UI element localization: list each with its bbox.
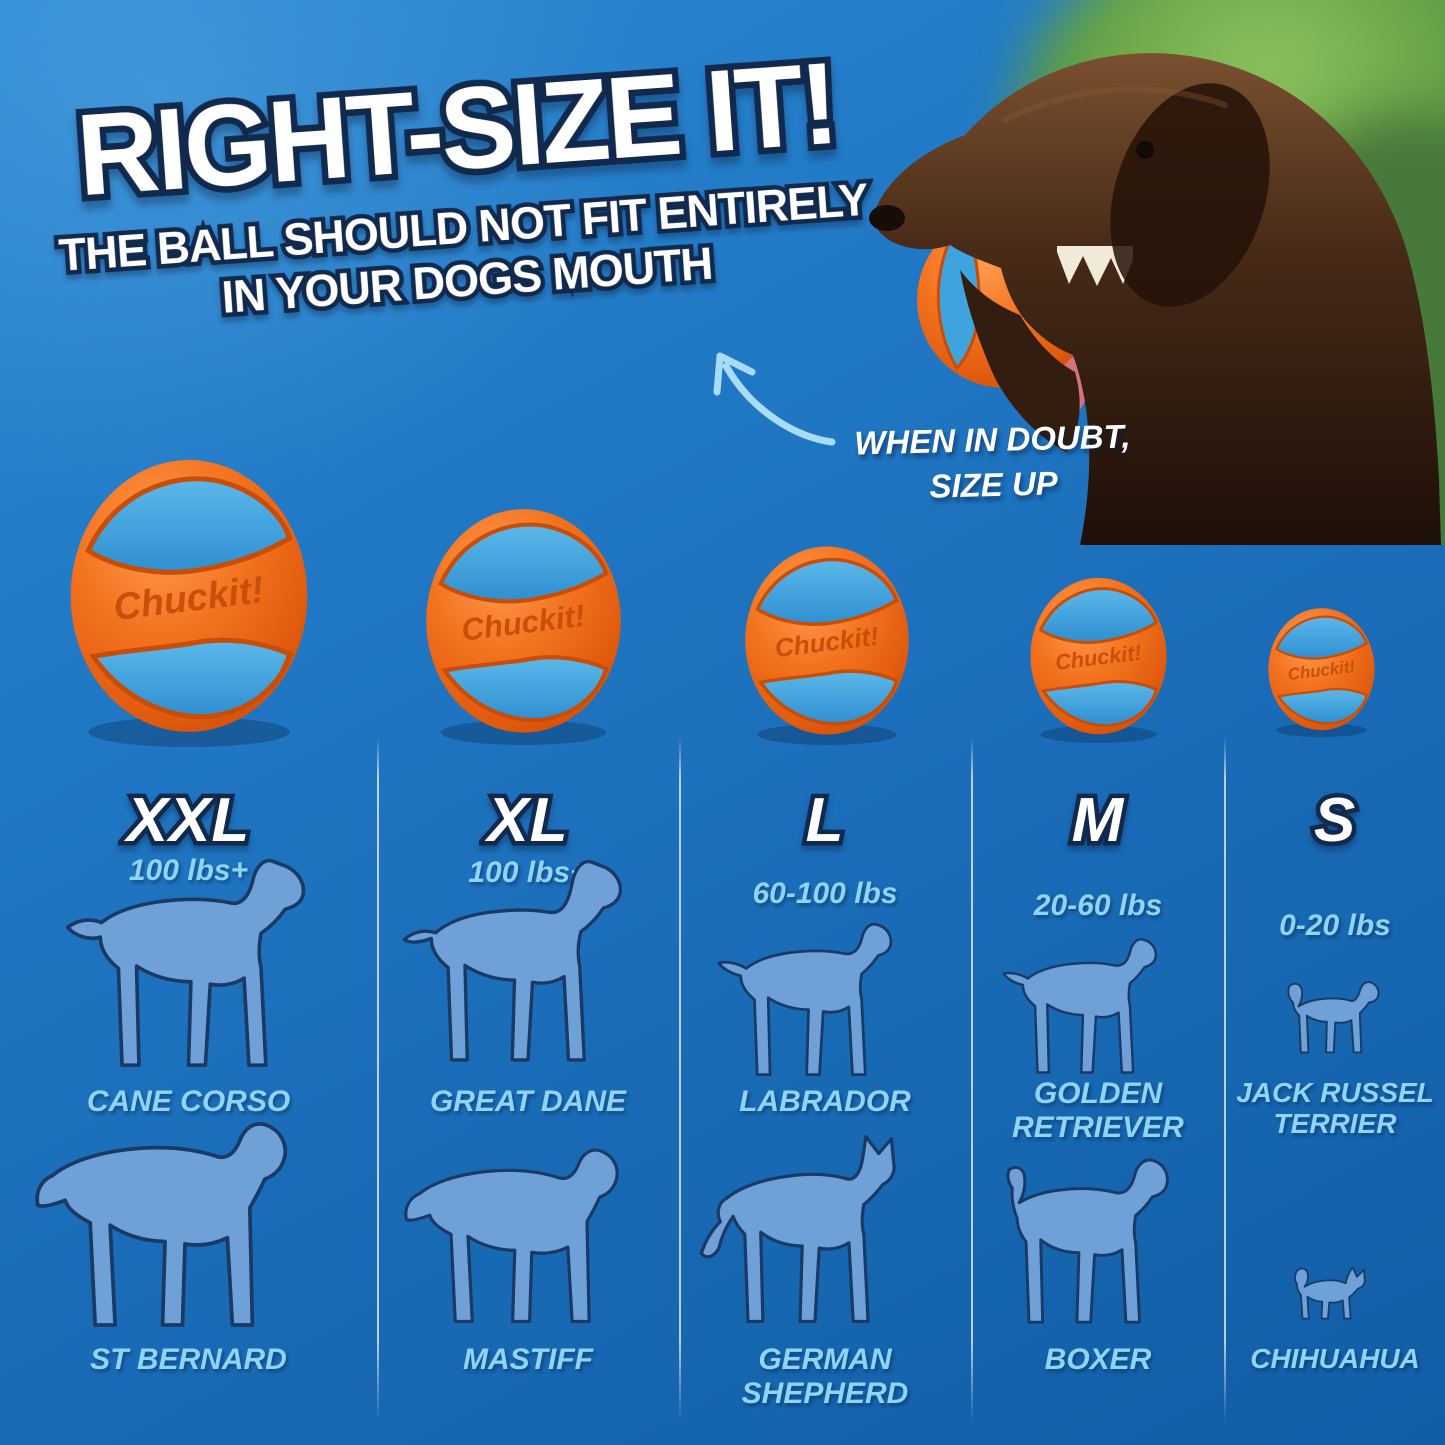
cane-corso-silhouette bbox=[65, 858, 306, 1067]
breed-name: BOXER bbox=[1044, 1343, 1152, 1376]
dog-nose bbox=[869, 205, 905, 231]
breed-name: LABRADOR bbox=[739, 1085, 911, 1118]
ball-m: Chuckit! bbox=[1028, 576, 1169, 743]
curved-arrow-icon bbox=[713, 352, 836, 446]
weight-range: 0-20 lbs bbox=[1279, 909, 1391, 942]
boxer-silhouette bbox=[1006, 1158, 1169, 1324]
great-dane-silhouette bbox=[402, 859, 623, 1062]
weight-range: 100 lbs+ bbox=[468, 856, 588, 889]
labrador-silhouette bbox=[717, 922, 893, 1077]
chihuahua-silhouette bbox=[1294, 1266, 1366, 1320]
column-divider bbox=[1224, 737, 1226, 1422]
fur-highlight bbox=[1002, 86, 1228, 123]
size-label-xxl: XXL bbox=[122, 782, 254, 860]
size-label-m: M bbox=[1067, 782, 1128, 860]
dog-lower-jaw bbox=[960, 270, 1080, 452]
breed-name: MASTIFF bbox=[463, 1343, 593, 1376]
note-line-1: WHEN IN DOUBT, bbox=[853, 417, 1131, 462]
ball-xl: Chuckit! bbox=[420, 505, 627, 745]
jack-russel-silhouette bbox=[1287, 981, 1380, 1054]
size-column-s: S 0-20 lbs JACK RUSSEL TERRIER CHIHUAHUA bbox=[1225, 737, 1445, 1445]
breed-name: ST BERNARD bbox=[90, 1343, 287, 1376]
ball-xxl: Chuckit! bbox=[63, 455, 315, 747]
size-column-m: M 20-60 lbs GOLDEN RETRIEVER BOXER bbox=[971, 737, 1225, 1445]
size-label-xl: XL bbox=[483, 782, 572, 860]
german-shepherd-silhouette bbox=[699, 1134, 896, 1324]
breed-name: GOLDEN RETRIEVER bbox=[1012, 1077, 1184, 1144]
dog-teeth bbox=[1057, 246, 1133, 286]
column-divider bbox=[971, 737, 973, 1422]
breed-name: CANE CORSO bbox=[86, 1085, 291, 1118]
headline-block: RIGHT-SIZE IT! THE BALL SHOULD NOT FIT E… bbox=[31, 31, 890, 336]
breed-name: GERMAN SHEPHERD bbox=[741, 1343, 909, 1410]
size-guide-columns: XXL 100 lbs+ CANE CORSO ST BERNARD XL 10… bbox=[0, 737, 1445, 1445]
note-line-2: SIZE UP bbox=[928, 463, 1059, 505]
weight-range: 20-60 lbs bbox=[1033, 889, 1163, 922]
size-label-s: S bbox=[1309, 782, 1359, 860]
ball-l: Chuckit! bbox=[743, 544, 911, 745]
size-column-l: L 60-100 lbs LABRADOR GERMAN SHEPHERD bbox=[679, 737, 971, 1445]
breed-name: GREAT DANE bbox=[429, 1085, 627, 1118]
size-up-note: WHEN IN DOUBT, SIZE UP bbox=[837, 414, 1149, 511]
dog-ear bbox=[1110, 83, 1270, 307]
ball-s: Chuckit! bbox=[1267, 607, 1376, 737]
size-column-xxl: XXL 100 lbs+ CANE CORSO ST BERNARD bbox=[0, 737, 377, 1445]
weight-range: 100 lbs+ bbox=[128, 854, 249, 887]
column-divider bbox=[679, 737, 681, 1422]
size-label-l: L bbox=[801, 782, 848, 860]
mastiff-silhouette bbox=[404, 1148, 619, 1324]
size-column-xl: XL 100 lbs+ GREAT DANE MASTIFF bbox=[377, 737, 679, 1445]
st-bernard-silhouette bbox=[35, 1122, 288, 1327]
golden-retriever-silhouette bbox=[1002, 938, 1158, 1074]
weight-range: 60-100 lbs bbox=[752, 877, 898, 910]
dog-eye bbox=[1136, 141, 1154, 159]
column-divider bbox=[377, 737, 379, 1422]
breed-name: JACK RUSSEL TERRIER bbox=[1236, 1077, 1434, 1140]
dog-photo bbox=[869, 0, 1445, 545]
breed-name: CHIHUAHUA bbox=[1250, 1343, 1420, 1374]
